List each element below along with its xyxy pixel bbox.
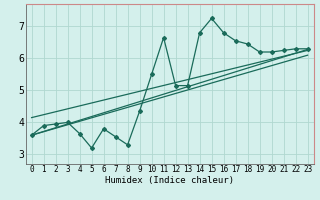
- X-axis label: Humidex (Indice chaleur): Humidex (Indice chaleur): [105, 176, 234, 185]
